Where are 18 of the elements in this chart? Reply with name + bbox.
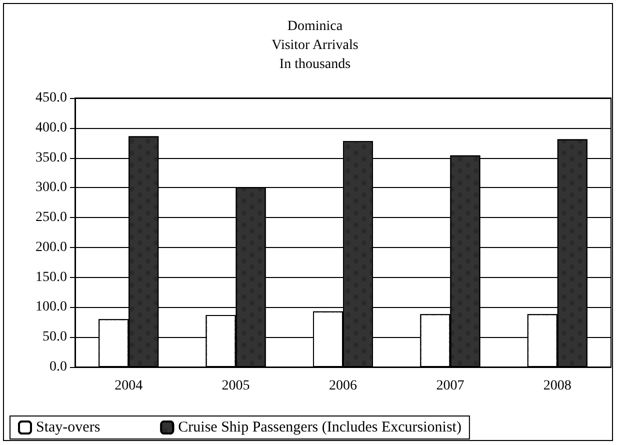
y-tick-label: 100.0 xyxy=(36,300,67,315)
y-tick-label: 400.0 xyxy=(36,120,67,136)
y-tick-label: 250.0 xyxy=(36,210,67,226)
y-tick-label: 350.0 xyxy=(36,150,67,166)
chart-title: Dominica Visitor Arrivals In thousands xyxy=(272,19,358,72)
x-tick-label: 2006 xyxy=(329,378,357,394)
legend-label: Cruise Ship Passengers (Includes Excursionist) xyxy=(178,420,462,436)
x-tick-label: 2008 xyxy=(543,378,572,394)
y-tick-label: 300.0 xyxy=(36,180,67,196)
y-tick-label: 0.0 xyxy=(50,360,67,374)
y-tick-label: 200.0 xyxy=(36,240,67,255)
y-tick-label: 450.0 xyxy=(36,90,67,106)
y-tick-label: 150.0 xyxy=(36,270,67,285)
x-tick-label: 2004 xyxy=(114,378,143,394)
legend-label: Stay-overs xyxy=(36,420,100,436)
y-tick-label: 50.0 xyxy=(42,330,67,345)
x-tick-label: 2005 xyxy=(222,378,250,394)
x-tick-label: 2007 xyxy=(436,378,464,394)
